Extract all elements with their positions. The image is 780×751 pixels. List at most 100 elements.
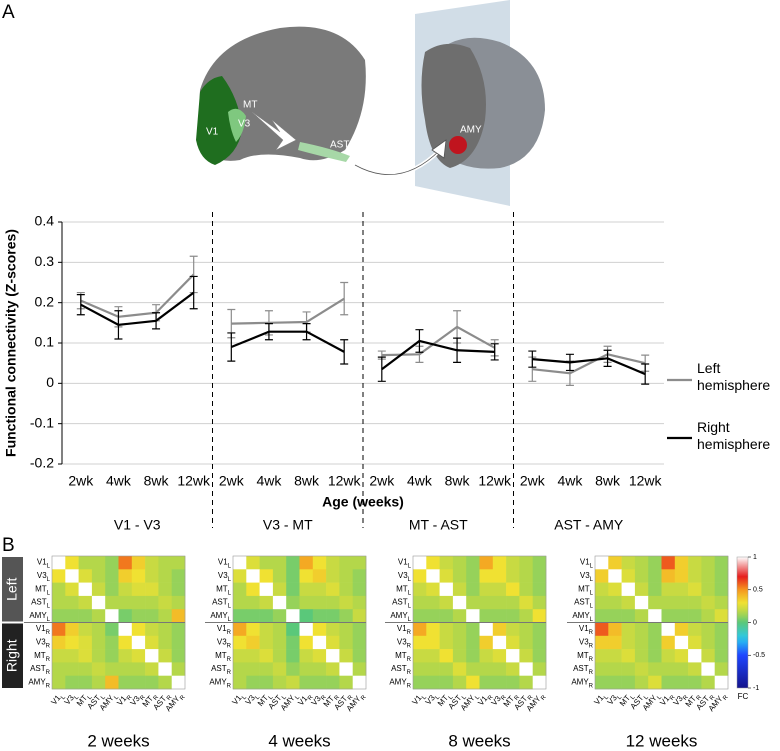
- heatmap-cell: [233, 649, 247, 663]
- series-line: [532, 353, 646, 375]
- amygdala: [449, 136, 467, 154]
- heatmap-cell: [246, 622, 260, 637]
- heatmap-cell: [52, 635, 66, 650]
- label-sub: R: [407, 670, 412, 676]
- heatmap-cell: [339, 662, 353, 676]
- heatmap-cell: [634, 582, 649, 597]
- label-name: AMY: [28, 677, 46, 686]
- label-sub: R: [407, 683, 412, 689]
- heatmap-cell: [621, 662, 636, 676]
- heatmap-cell: [648, 595, 662, 610]
- heatmap-cell: [312, 649, 327, 663]
- heatmap-cell: [326, 675, 340, 690]
- heatmap-cell: [701, 649, 715, 663]
- heatmap-cell: [91, 595, 106, 610]
- heatmap-cell: [648, 675, 662, 690]
- heatmap-cell: [78, 675, 93, 690]
- heatmap-cell: [158, 622, 172, 637]
- label-sub: R: [695, 694, 703, 702]
- heatmap-cell: [439, 635, 454, 650]
- heatmap-cell: [78, 622, 93, 637]
- matrix-label: AMYR: [571, 677, 593, 688]
- heatmap-cell: [688, 569, 702, 583]
- label-sub: R: [139, 694, 147, 702]
- label-sub: R: [589, 656, 594, 662]
- heatmap-cell: [506, 556, 520, 570]
- heatmap-cell: [326, 649, 340, 663]
- heatmap-cell: [91, 556, 106, 570]
- heatmap-cell: [714, 609, 729, 623]
- heatmap-cell: [661, 582, 676, 597]
- label-name: AMY: [571, 677, 589, 686]
- heatmap-cell: [519, 609, 533, 623]
- heatmap-cell: [452, 662, 467, 676]
- heatmap-cell: [286, 662, 300, 676]
- arrow: [354, 149, 441, 175]
- heatmap-cell: [299, 609, 314, 623]
- heatmap-cell: [171, 675, 186, 690]
- matrix-label: AMYL: [572, 611, 593, 622]
- series-line: [230, 330, 345, 353]
- heatmap-cell: [466, 649, 480, 663]
- heatmap-cell: [634, 609, 649, 623]
- heatmap-cell: [286, 556, 300, 570]
- heatmap-cell: [661, 635, 676, 650]
- label-name: V1: [579, 624, 589, 633]
- heatmap-cell: [259, 556, 274, 570]
- heatmap-cell: [634, 569, 649, 583]
- x-tick-label: 4wk: [407, 473, 433, 489]
- label-sub: L: [228, 616, 232, 622]
- heatmap-cell: [426, 635, 440, 650]
- heatmap-cell: [352, 582, 367, 597]
- error-bar: [415, 329, 424, 353]
- heatmap-cell: [118, 569, 133, 583]
- heatmap-cell: [158, 569, 172, 583]
- heatmap-cell: [492, 622, 507, 637]
- heatmap-cell: [595, 556, 609, 570]
- heatmap-cell: [479, 675, 494, 690]
- heatmap-cell: [466, 675, 480, 690]
- heatmap-cell: [506, 569, 520, 583]
- heatmap-cell: [648, 649, 662, 663]
- heatmap-cell: [131, 635, 146, 650]
- heatmap-cell: [246, 649, 260, 663]
- heatmap-cell: [439, 662, 454, 676]
- series-line: [231, 297, 345, 325]
- label-sub: L: [590, 616, 594, 622]
- matrix-label: AMYL: [390, 611, 411, 622]
- brain-label: V3: [238, 119, 251, 130]
- legend-text: Left hemisphere: [697, 360, 771, 393]
- label-sub: L: [434, 694, 441, 701]
- heatmap-cell: [246, 662, 260, 676]
- heatmap-cell: [352, 662, 367, 676]
- heatmap-cell: [118, 649, 133, 663]
- heatmap-cell: [233, 675, 247, 690]
- heatmap-cell: [674, 635, 689, 650]
- label-sub: R: [307, 694, 315, 702]
- heatmap-cell: [519, 622, 533, 637]
- heatmap-cell: [621, 569, 636, 583]
- matrix-label: MTL: [35, 584, 51, 595]
- label-sub: L: [590, 590, 594, 596]
- label-sub: L: [60, 694, 67, 701]
- heatmap-cell: [326, 622, 340, 637]
- heatmap-cell: [413, 595, 427, 610]
- heatmap-cell: [595, 569, 609, 583]
- heatmap-cell: [426, 569, 440, 583]
- heatmap-cell: [272, 635, 287, 650]
- heatmap-cell: [519, 569, 533, 583]
- error-bar: [114, 310, 123, 340]
- label-sub: L: [254, 694, 261, 701]
- series-line: [80, 273, 195, 318]
- side-label-box: [2, 623, 23, 688]
- heatmap-cell: [352, 569, 367, 583]
- heatmap-cell: [158, 595, 172, 610]
- label-sub: L: [461, 694, 468, 701]
- label-sub: R: [126, 694, 134, 702]
- label-name: V3: [579, 638, 589, 647]
- heatmap-cell: [259, 662, 274, 676]
- heatmap-cell: [171, 582, 186, 597]
- matrix-label: V3L: [580, 571, 594, 582]
- heatmap-cell: [52, 582, 66, 597]
- matrix-label: V1R: [579, 624, 594, 635]
